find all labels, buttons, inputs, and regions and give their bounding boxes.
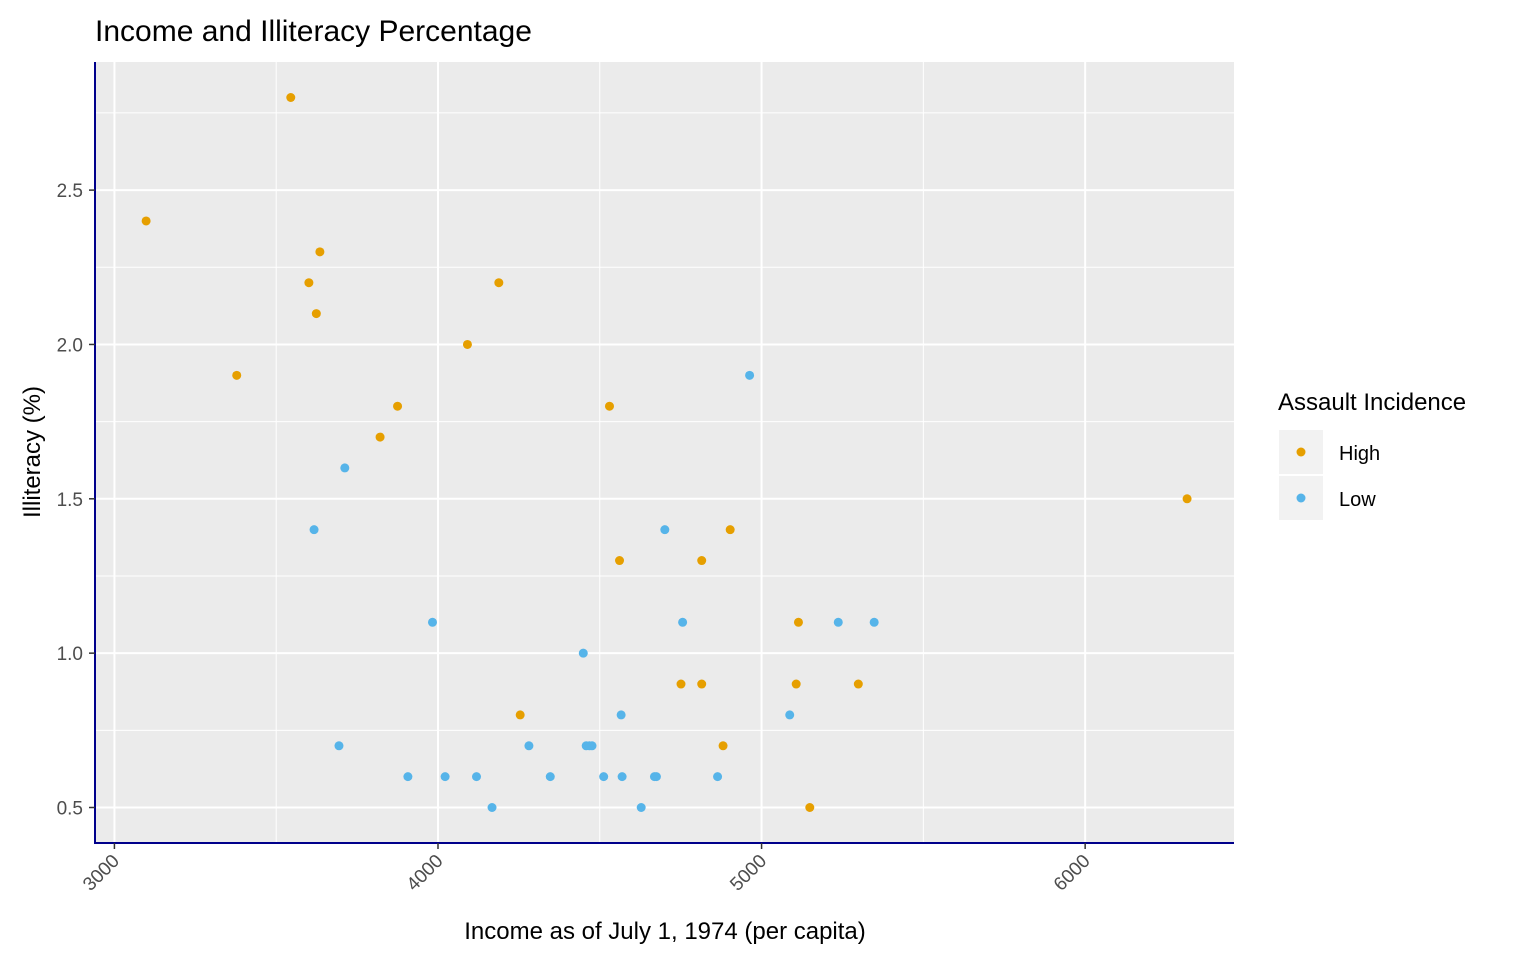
- x-tick-label: 4000: [403, 851, 448, 896]
- x-axis-ticks: 3000 4000 5000 6000: [79, 843, 1095, 896]
- y-tick-label: 1.5: [57, 490, 83, 511]
- x-axis-title: Income as of July 1, 1974 (per capita): [464, 918, 866, 945]
- data-point-low: [524, 741, 534, 751]
- data-point-high: [375, 432, 385, 442]
- data-point-high: [793, 617, 803, 627]
- data-point-low: [636, 803, 646, 812]
- data-point-low: [678, 617, 688, 627]
- data-point-high: [141, 216, 151, 226]
- data-point-high: [718, 741, 728, 751]
- data-point-low: [472, 772, 482, 782]
- data-point-low: [617, 772, 627, 782]
- data-point-low: [334, 741, 344, 751]
- legend-label-low: Low: [1339, 489, 1376, 511]
- data-point-low: [833, 617, 843, 627]
- major-gridlines: [95, 62, 1234, 843]
- y-tick-label: 0.5: [57, 799, 83, 820]
- data-point-high: [315, 247, 325, 257]
- data-point-high: [286, 93, 296, 102]
- plot-panel: [95, 62, 1234, 843]
- legend-title: Assault Incidence: [1278, 389, 1466, 416]
- data-point-high: [805, 803, 815, 812]
- data-point-low: [440, 772, 450, 782]
- legend-label-high: High: [1339, 443, 1380, 465]
- chart-title: Income and Illiteracy Percentage: [95, 15, 532, 48]
- data-point-low: [545, 772, 555, 782]
- data-point-high: [494, 278, 504, 288]
- axes: [94, 62, 1234, 844]
- y-axis-ticks: 0.5 1.0 1.5 2.0 2.5: [57, 181, 95, 820]
- y-axis-title: Illiteracy (%): [19, 386, 46, 518]
- data-point-high: [393, 401, 403, 411]
- x-tick-label: 6000: [1050, 851, 1095, 896]
- data-point-low: [599, 772, 609, 782]
- data-point-low: [745, 370, 755, 380]
- minor-gridlines: [95, 62, 1234, 843]
- data-point-low: [587, 741, 597, 751]
- data-point-low: [660, 525, 670, 535]
- data-point-high: [791, 679, 801, 689]
- x-tick-label: 5000: [726, 851, 771, 896]
- data-point-low: [309, 525, 319, 535]
- data-point-high: [676, 679, 686, 689]
- legend-swatch-high: [1296, 447, 1306, 457]
- data-point-low: [487, 803, 497, 812]
- data-point-high: [1182, 494, 1192, 504]
- data-point-high: [232, 370, 242, 380]
- y-tick-label: 2.5: [57, 181, 83, 202]
- legend-items: High Low: [1279, 430, 1380, 520]
- y-tick-label: 2.0: [57, 335, 83, 356]
- data-point-high: [615, 556, 625, 566]
- data-point-high: [311, 309, 321, 319]
- data-point-high: [515, 710, 525, 720]
- x-tick-label: 3000: [79, 851, 124, 896]
- data-point-low: [616, 710, 626, 720]
- data-point-high: [853, 679, 863, 689]
- data-point-low: [869, 617, 879, 627]
- data-point-low: [785, 710, 795, 720]
- legend: Assault Incidence High Low: [1278, 389, 1466, 520]
- data-point-low: [427, 617, 437, 627]
- data-point-low: [578, 648, 588, 658]
- legend-swatch-low: [1296, 493, 1306, 503]
- data-point-low: [651, 772, 661, 782]
- data-points: [141, 93, 1192, 812]
- data-point-high: [462, 339, 472, 349]
- data-point-high: [304, 278, 314, 288]
- data-point-low: [713, 772, 723, 782]
- data-point-high: [725, 525, 735, 535]
- data-point-high: [604, 401, 614, 411]
- data-point-low: [340, 463, 350, 473]
- data-point-high: [697, 556, 707, 566]
- y-tick-label: 1.0: [57, 644, 83, 665]
- data-point-low: [403, 772, 413, 782]
- data-point-high: [697, 679, 707, 689]
